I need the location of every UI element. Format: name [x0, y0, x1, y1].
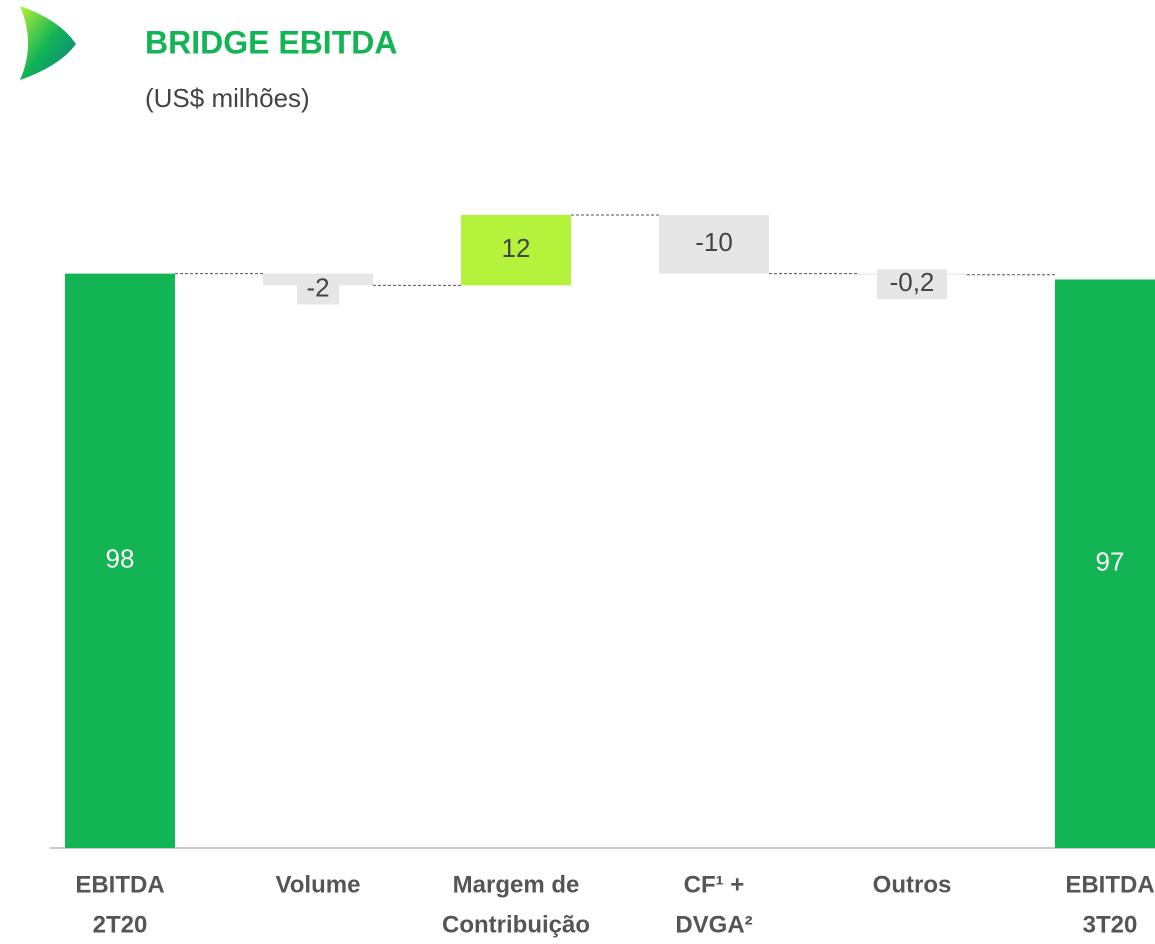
value-label: -10 — [695, 227, 733, 257]
label-bg — [877, 269, 947, 300]
x-tick-label: CF¹ + — [684, 871, 745, 898]
chart-title: BRIDGE EBITDA — [145, 24, 397, 60]
value-label: 98 — [106, 544, 135, 574]
value-label: -0,2 — [890, 267, 935, 297]
label-bg — [297, 274, 339, 305]
x-tick-label: EBITDA — [1065, 871, 1154, 898]
label-bg — [686, 229, 742, 260]
x-tick-label: DVGA² — [675, 911, 752, 938]
x-tick-label: Outros — [873, 871, 952, 898]
x-tick-label: Contribuição — [442, 911, 590, 938]
value-label: 12 — [502, 233, 531, 263]
x-tick-label: 2T20 — [93, 911, 148, 938]
value-label: 97 — [1096, 547, 1125, 577]
x-tick-label: Margem de — [453, 871, 580, 898]
value-label: -2 — [306, 272, 329, 302]
bar — [461, 215, 571, 286]
x-tick-label: EBITDA — [75, 871, 164, 898]
bar — [65, 273, 175, 849]
logo — [20, 6, 76, 80]
x-tick-label: 3T20 — [1083, 911, 1138, 938]
bar — [1055, 279, 1155, 848]
chart-subtitle: (US$ milhões) — [145, 83, 310, 113]
x-tick-label: Volume — [276, 871, 361, 898]
